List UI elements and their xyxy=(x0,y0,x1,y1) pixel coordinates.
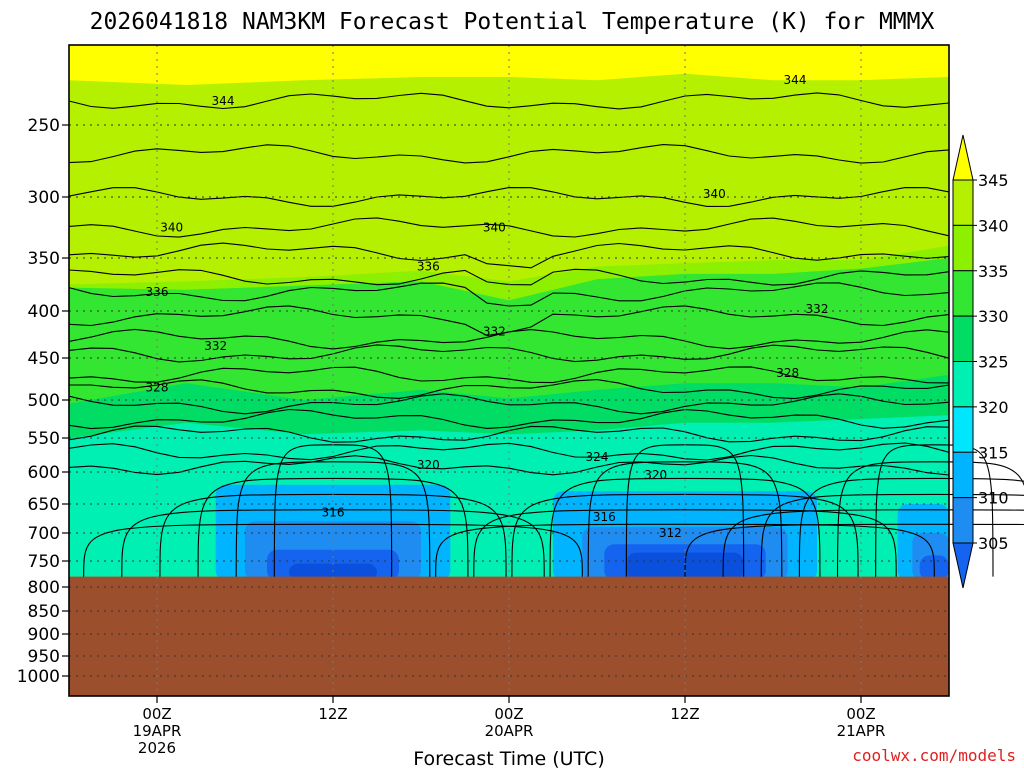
x-tick-label: 19APR xyxy=(133,722,182,740)
ground-fill xyxy=(69,576,949,696)
contour-loop xyxy=(83,523,583,577)
contour-loop xyxy=(197,477,469,577)
y-tick-label: 650 xyxy=(28,495,60,515)
y-tick-label: 400 xyxy=(28,302,60,322)
y-tick-label: 800 xyxy=(28,578,60,598)
x-tick-label: 12Z xyxy=(318,705,347,723)
y-tick-label: 250 xyxy=(28,116,60,136)
colorbar-swatch xyxy=(952,270,974,317)
contour-loop xyxy=(722,509,1024,577)
contour-label: 324 xyxy=(586,450,609,464)
contour-line xyxy=(68,92,950,110)
colorbar-swatch xyxy=(952,179,974,226)
x-tick-label: 2026 xyxy=(138,739,176,757)
contour-label: 332 xyxy=(806,302,829,316)
x-tick-label: 00Z xyxy=(846,705,875,723)
colorbar-label: 340 xyxy=(978,216,1009,235)
y-tick-label: 950 xyxy=(28,647,60,667)
x-axis-title: Forecast Time (UTC) xyxy=(413,748,604,768)
contour-loop xyxy=(760,493,1024,577)
contour-loop xyxy=(435,523,935,577)
colorbar-swatch xyxy=(952,361,974,408)
contour-line xyxy=(69,379,950,400)
contour-loop xyxy=(836,461,1024,577)
x-tick-label: 00Z xyxy=(142,705,171,723)
contour-line xyxy=(68,442,950,461)
contour-loop xyxy=(121,509,545,577)
contour-label: 316 xyxy=(322,506,345,520)
contour-label: 336 xyxy=(146,285,169,299)
colorbar-label: 320 xyxy=(978,398,1009,417)
contour-loop xyxy=(235,461,431,577)
colorbar-label: 305 xyxy=(978,534,1009,553)
contour-label: 332 xyxy=(204,339,227,353)
colorbar-top-arrow xyxy=(952,134,974,181)
contour-line xyxy=(68,393,950,415)
y-tick-label: 350 xyxy=(28,249,60,269)
y-tick-label: 900 xyxy=(28,625,60,645)
colorbar-swatch xyxy=(952,497,974,544)
contour-label: 320 xyxy=(644,468,667,482)
colorbar-swatch xyxy=(952,451,974,499)
colorbar-swatch xyxy=(952,224,974,272)
contour-line xyxy=(68,408,950,430)
contour-label: 312 xyxy=(659,526,682,540)
contour-line xyxy=(68,454,950,476)
contour-loop xyxy=(587,461,783,577)
colorbar-label: 335 xyxy=(978,262,1009,281)
x-tick-label: 21APR xyxy=(837,722,886,740)
contour-label: 340 xyxy=(483,221,506,235)
contour-label: 332 xyxy=(483,325,506,339)
y-tick-label: 550 xyxy=(28,429,60,449)
colorbar-label: 330 xyxy=(978,307,1009,326)
contour-label: 316 xyxy=(593,510,616,524)
y-tick-label: 750 xyxy=(28,552,60,572)
contour-line xyxy=(68,328,950,350)
contour-line xyxy=(68,242,950,269)
contour-line xyxy=(68,217,950,238)
colorbar-bottom-arrow xyxy=(952,542,974,589)
x-tick-label: 20APR xyxy=(485,722,534,740)
contour-label: 328 xyxy=(146,380,169,394)
contour-line xyxy=(68,144,950,164)
contour-label: 328 xyxy=(776,366,799,380)
y-tick-label: 1000 xyxy=(17,667,60,687)
x-tick-label: 12Z xyxy=(670,705,699,723)
contour-loop xyxy=(798,477,1024,577)
y-tick-label: 450 xyxy=(28,349,60,369)
y-axis: 250 300 350 400 450 500 550 600 650 700 750 800 850 9… xyxy=(17,116,69,687)
contour-labels: 344 344 340 340 340 336 336 332 332 332 328 328 324 3… xyxy=(146,73,829,540)
colorbar-swatch xyxy=(952,406,974,453)
y-tick-label: 600 xyxy=(28,463,60,483)
contour-loop xyxy=(473,509,897,577)
y-tick-label: 300 xyxy=(28,188,60,208)
credit-link[interactable]: coolwx.com/models xyxy=(852,746,1016,765)
contour-label: 344 xyxy=(212,94,235,108)
contour-loop xyxy=(684,523,1024,577)
colorbar-swatch xyxy=(952,315,974,362)
contour-line xyxy=(68,187,950,207)
contour-label: 320 xyxy=(417,458,440,472)
colorbar-label: 310 xyxy=(978,489,1009,508)
contour-label: 340 xyxy=(703,187,726,201)
contour-label: 344 xyxy=(784,73,807,87)
colorbar-label: 315 xyxy=(978,443,1009,462)
y-tick-label: 700 xyxy=(28,524,60,544)
colorbar: 305 310 315 320 325 330 335 340 345 xyxy=(952,134,1009,589)
colorbar-label: 345 xyxy=(978,171,1009,190)
x-tick-label: 00Z xyxy=(494,705,523,723)
contour-line xyxy=(68,366,950,384)
contour-label: 340 xyxy=(160,221,183,235)
contour-loop xyxy=(875,444,994,577)
chart-title: 2026041818 NAM3KM Forecast Potential Tem… xyxy=(90,9,935,35)
y-tick-label: 500 xyxy=(28,391,60,411)
colorbar-label: 325 xyxy=(978,353,1009,372)
y-tick-label: 850 xyxy=(28,602,60,622)
contour-label: 336 xyxy=(417,259,440,273)
